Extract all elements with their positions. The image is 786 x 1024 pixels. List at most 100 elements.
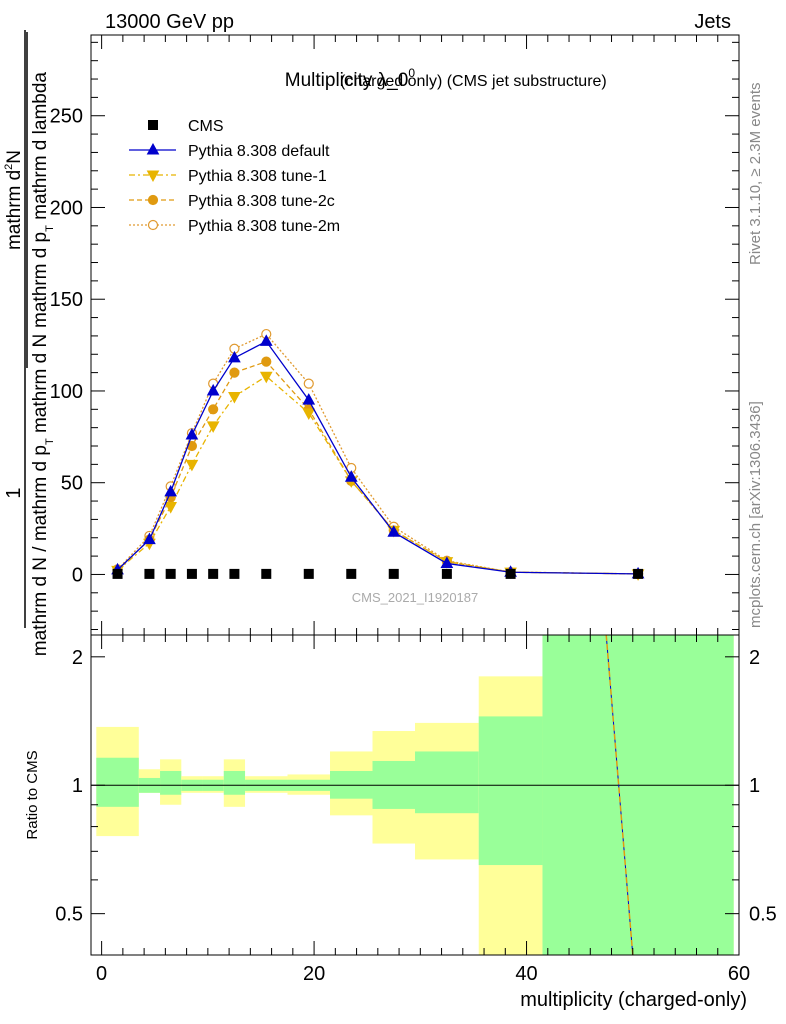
legend-label-cms: CMS (188, 118, 224, 135)
plot-title-sup: 0 (408, 66, 415, 80)
main-y-label: 1 mathrm d2N mathrm d pT mathrm d lambda… (3, 30, 56, 656)
pythia-8-308-default-point (259, 334, 273, 346)
cms-data-point (208, 568, 219, 579)
y-label-inner-den-a: mathrm d p (30, 232, 51, 328)
legend: CMS Pythia 8.308 default Pythia 8.308 tune… (129, 118, 340, 235)
cms-data-point (505, 568, 516, 579)
cms-data-point (388, 568, 399, 579)
ratio-y-tick-label-right: 1 (749, 775, 760, 797)
y-label-prefix: 1 (3, 487, 25, 498)
y-label-num-sup: 2 (3, 164, 15, 170)
ratio-inner-band (223, 770, 246, 795)
ratio-y-tick-label: 2 (72, 647, 83, 669)
pythia-8-308-tune-1-point (302, 408, 316, 421)
ratio-ticks: 0.5 0.51 12 20 20 40 60 (55, 635, 777, 985)
legend-label-pythia-8-308-tune-2c: Pythia 8.308 tune-2c (188, 193, 335, 210)
main-y-tick-label: 150 (50, 289, 83, 311)
legend-marker-pythia-8-308-tune-2m (147, 219, 159, 231)
pythia-8-308-tune-2m-point (303, 378, 314, 389)
pythia-8-308-default-point (344, 470, 358, 482)
cms-data-point (303, 568, 314, 579)
ratio-y-tick-label-right: 0.5 (749, 904, 777, 926)
pythia-8-308-tune-2m-line (117, 333, 639, 575)
pythia-8-308-tune-1-point (164, 502, 178, 514)
ratio-y-tick-label-right: 2 (749, 647, 760, 669)
y-label-outer-den-b: mathrm d N (30, 334, 51, 439)
pythia-8-308-tune-2c-point (208, 404, 219, 415)
pythia-8-308-default-point (440, 556, 454, 568)
header-jets-label: Jets (694, 11, 731, 33)
mcplots-label: mcplots.cern.ch [arXiv:1306.3436] (747, 401, 764, 628)
pythia-8-308-tune-1-point (206, 421, 220, 433)
plot-title-main: Multiplicity λ_0 (285, 70, 409, 91)
cms-data-point (144, 568, 155, 579)
y-label-num: mathrm d2N (3, 150, 25, 250)
pythia-8-308-default-point (206, 383, 220, 396)
cms-data-point (633, 568, 644, 579)
ratio-inner-band (478, 716, 543, 866)
cms-data-point (441, 568, 452, 579)
x-tick-label: 40 (515, 963, 537, 985)
main-y-tick-label: 100 (50, 381, 83, 403)
main-y-tick-label: 50 (61, 473, 83, 495)
y-label-outer-den: mathrm d N / mathrm d pT mathrm d N (30, 334, 56, 656)
ratio-series (605, 634, 634, 956)
x-axis-label: multiplicity (charged-only) (520, 989, 747, 1011)
ratio-line-default (605, 634, 634, 956)
y-label-num-b: N (4, 150, 25, 164)
y-label-inner-den-b: mathrm d lambda (30, 72, 51, 226)
y-label-inner-den-sub: T (44, 225, 56, 232)
pythia-8-308-tune-2c-line (117, 360, 639, 575)
cms-data-point (261, 568, 272, 579)
ratio-inner-band (415, 751, 479, 814)
x-tick-label: 0 (96, 963, 107, 985)
main-y-tick-label: 200 (50, 197, 83, 219)
legend-marker-pythia-8-308-tune-1 (146, 170, 160, 183)
x-tick-label: 20 (303, 963, 325, 985)
pythia-8-308-tune-1-point (228, 391, 241, 404)
legend-marker-cms (148, 120, 158, 130)
y-label-num-a: mathrm d (4, 170, 25, 250)
plot-title-rest: (charged only) (CMS jet substructure) (340, 73, 607, 90)
main-ticks: 0 50 100 150 200 250 (50, 35, 740, 635)
legend-marker-pythia-8-308-default (146, 142, 160, 155)
pythia-8-308-default-point (228, 350, 241, 363)
cms-data-point (112, 568, 123, 579)
cms-data-point (346, 568, 357, 579)
ratio-inner-band (96, 757, 139, 807)
pythia-8-308-tune-2c-point (229, 367, 240, 378)
ratio-inner-band (160, 770, 182, 795)
legend-marker-pythia-8-308-tune-2c (147, 194, 159, 206)
main-y-tick-label: 250 (50, 106, 83, 128)
x-tick-label: 60 (728, 963, 750, 985)
pythia-8-308-default-point (143, 532, 156, 545)
plot-title: Multiplicity λ_00 (285, 66, 416, 91)
pythia-8-308-default-point (185, 427, 199, 440)
ratio-y-tick-label: 0.5 (55, 904, 83, 926)
cms-data-point (229, 568, 240, 579)
legend-label-pythia-8-308-default: Pythia 8.308 default (188, 143, 330, 160)
ratio-y-label: Ratio to CMS (24, 750, 41, 839)
pythia-8-308-default-point (387, 525, 401, 537)
rivet-label: Rivet 3.1.10, ≥ 2.3M events (747, 83, 764, 266)
legend-label-pythia-8-308-tune-2m: Pythia 8.308 tune-2m (188, 218, 340, 235)
ratio-inner-band (542, 635, 734, 955)
header-energy-label: 13000 GeV pp (105, 11, 234, 33)
pythia-8-308-tune-1-point (185, 459, 199, 472)
pythia-8-308-tune-2c-point (261, 356, 272, 367)
pythia-8-308-tune-1-point (259, 371, 273, 384)
main-y-tick-label: 0 (72, 564, 83, 586)
y-label-inner-den: mathrm d pT mathrm d lambda (30, 72, 56, 328)
analysis-watermark: CMS_2021_I1920187 (352, 590, 479, 605)
ratio-y-tick-label: 1 (72, 775, 83, 797)
cms-data-point (186, 568, 197, 579)
pythia-8-308-default-line (117, 340, 639, 575)
pythia-8-308-default-point (302, 393, 316, 405)
cms-data-point (165, 568, 176, 579)
ratio-plot: 0.5 0.51 12 20 20 40 60 (55, 634, 777, 985)
pythia-8-308-tune-1-line (117, 375, 639, 575)
main-series (111, 328, 645, 581)
ratio-plot-frame (90, 634, 740, 956)
